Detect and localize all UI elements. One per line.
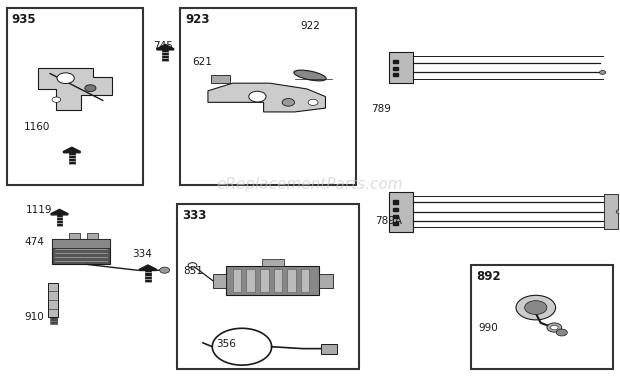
Bar	[50, 317, 57, 324]
Circle shape	[308, 99, 318, 105]
Text: 935: 935	[12, 13, 37, 26]
Bar	[262, 259, 284, 266]
Bar	[180, 8, 356, 185]
Text: 892: 892	[476, 270, 500, 283]
Circle shape	[525, 301, 547, 315]
Text: 745: 745	[154, 41, 174, 51]
Bar	[393, 67, 398, 70]
Text: 789: 789	[371, 104, 391, 114]
Polygon shape	[157, 44, 174, 50]
Polygon shape	[208, 83, 326, 112]
Bar	[389, 52, 413, 83]
Bar	[393, 60, 398, 63]
Text: 333: 333	[182, 209, 206, 222]
Bar	[301, 270, 309, 292]
Polygon shape	[63, 147, 80, 153]
Bar	[232, 270, 241, 292]
Bar	[393, 73, 398, 76]
Bar	[260, 270, 268, 292]
Bar	[7, 8, 143, 185]
Circle shape	[57, 73, 74, 84]
Bar	[51, 239, 110, 248]
Bar	[246, 270, 255, 292]
Polygon shape	[140, 265, 156, 271]
Bar	[87, 233, 99, 239]
Circle shape	[188, 263, 197, 268]
Circle shape	[160, 267, 170, 273]
Text: 1119: 1119	[25, 205, 52, 215]
Circle shape	[85, 85, 96, 92]
Bar	[393, 208, 398, 211]
Bar	[56, 214, 62, 226]
Circle shape	[52, 97, 61, 102]
Bar	[393, 215, 398, 218]
Bar	[319, 274, 333, 288]
Bar	[211, 75, 229, 83]
Text: eReplacementParts.com: eReplacementParts.com	[216, 177, 404, 192]
Bar	[273, 270, 282, 292]
Circle shape	[600, 70, 606, 74]
Text: 334: 334	[132, 249, 152, 259]
Circle shape	[249, 91, 266, 102]
Text: 990: 990	[478, 323, 498, 333]
Bar	[226, 266, 319, 295]
Bar	[604, 194, 618, 229]
Bar	[162, 49, 168, 61]
Text: 789A: 789A	[376, 216, 402, 226]
Circle shape	[547, 323, 562, 332]
Bar	[287, 270, 296, 292]
Text: 910: 910	[24, 312, 44, 322]
Bar	[213, 274, 226, 288]
Bar	[69, 233, 80, 239]
Polygon shape	[38, 68, 112, 110]
Circle shape	[516, 295, 556, 320]
Circle shape	[556, 329, 567, 336]
Text: 474: 474	[24, 238, 44, 248]
Text: 923: 923	[185, 13, 210, 26]
Circle shape	[616, 210, 620, 214]
Bar	[471, 265, 613, 369]
Circle shape	[551, 325, 558, 330]
Text: 356: 356	[216, 339, 236, 349]
Text: 1160: 1160	[24, 122, 51, 132]
Text: 922: 922	[300, 21, 320, 31]
Ellipse shape	[294, 70, 326, 81]
Text: 621: 621	[192, 57, 212, 67]
Bar	[321, 344, 337, 353]
Bar	[393, 222, 398, 225]
Polygon shape	[51, 209, 68, 215]
Text: 851: 851	[183, 266, 203, 276]
Circle shape	[282, 99, 294, 106]
Bar	[177, 204, 360, 369]
Bar	[389, 192, 413, 232]
Bar	[51, 239, 110, 264]
Bar	[48, 283, 58, 317]
Bar	[393, 201, 398, 204]
Bar	[69, 151, 74, 164]
Bar	[145, 269, 151, 282]
